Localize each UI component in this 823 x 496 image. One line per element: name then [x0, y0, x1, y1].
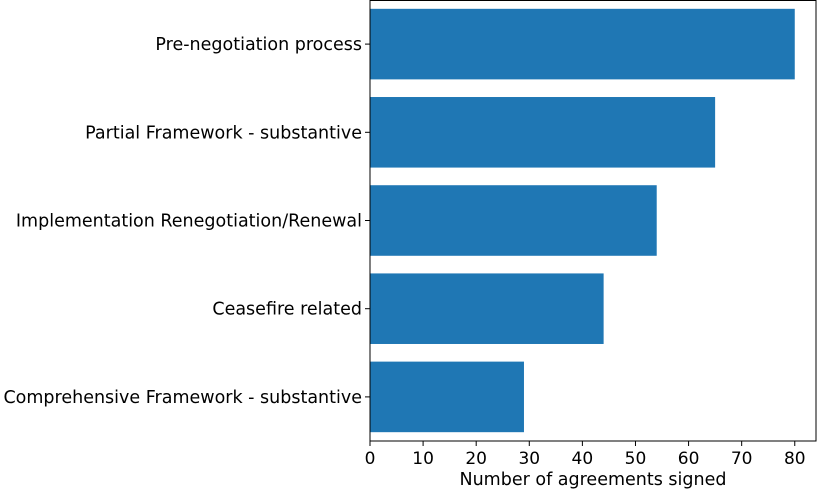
bar-1: [370, 97, 716, 168]
plot-frame: [369, 0, 817, 442]
bar-0: [370, 8, 795, 80]
category-label-1: Partial Framework - substantive: [85, 123, 362, 143]
x-ticks-group: 0 10 20 30 40 50 60 70 80: [365, 441, 806, 469]
x-tick-label-8: 80: [784, 449, 806, 469]
category-label-4: Comprehensive Framework - substantive: [3, 388, 362, 408]
category-label-2: Implementation Renegotiation/Renewal: [16, 212, 362, 232]
x-tick-label-2: 20: [465, 449, 487, 469]
x-axis-title: Number of agreements signed: [460, 470, 727, 490]
category-label-3: Ceasefire related: [212, 300, 362, 320]
bars-group: [370, 8, 795, 433]
x-tick-label-3: 30: [518, 449, 540, 469]
bar-2: [370, 185, 657, 256]
bar-4: [370, 361, 524, 433]
category-label-0: Pre-negotiation process: [155, 35, 362, 55]
x-tick-label-1: 10: [412, 449, 434, 469]
bar-3: [370, 273, 604, 344]
x-tick-label-6: 60: [678, 449, 700, 469]
x-tick-label-0: 0: [365, 449, 376, 469]
x-tick-label-4: 40: [572, 449, 594, 469]
x-tick-label-5: 50: [625, 449, 647, 469]
x-tick-label-7: 70: [731, 449, 753, 469]
category-labels-group: Pre-negotiation process Partial Framework…: [3, 35, 370, 408]
